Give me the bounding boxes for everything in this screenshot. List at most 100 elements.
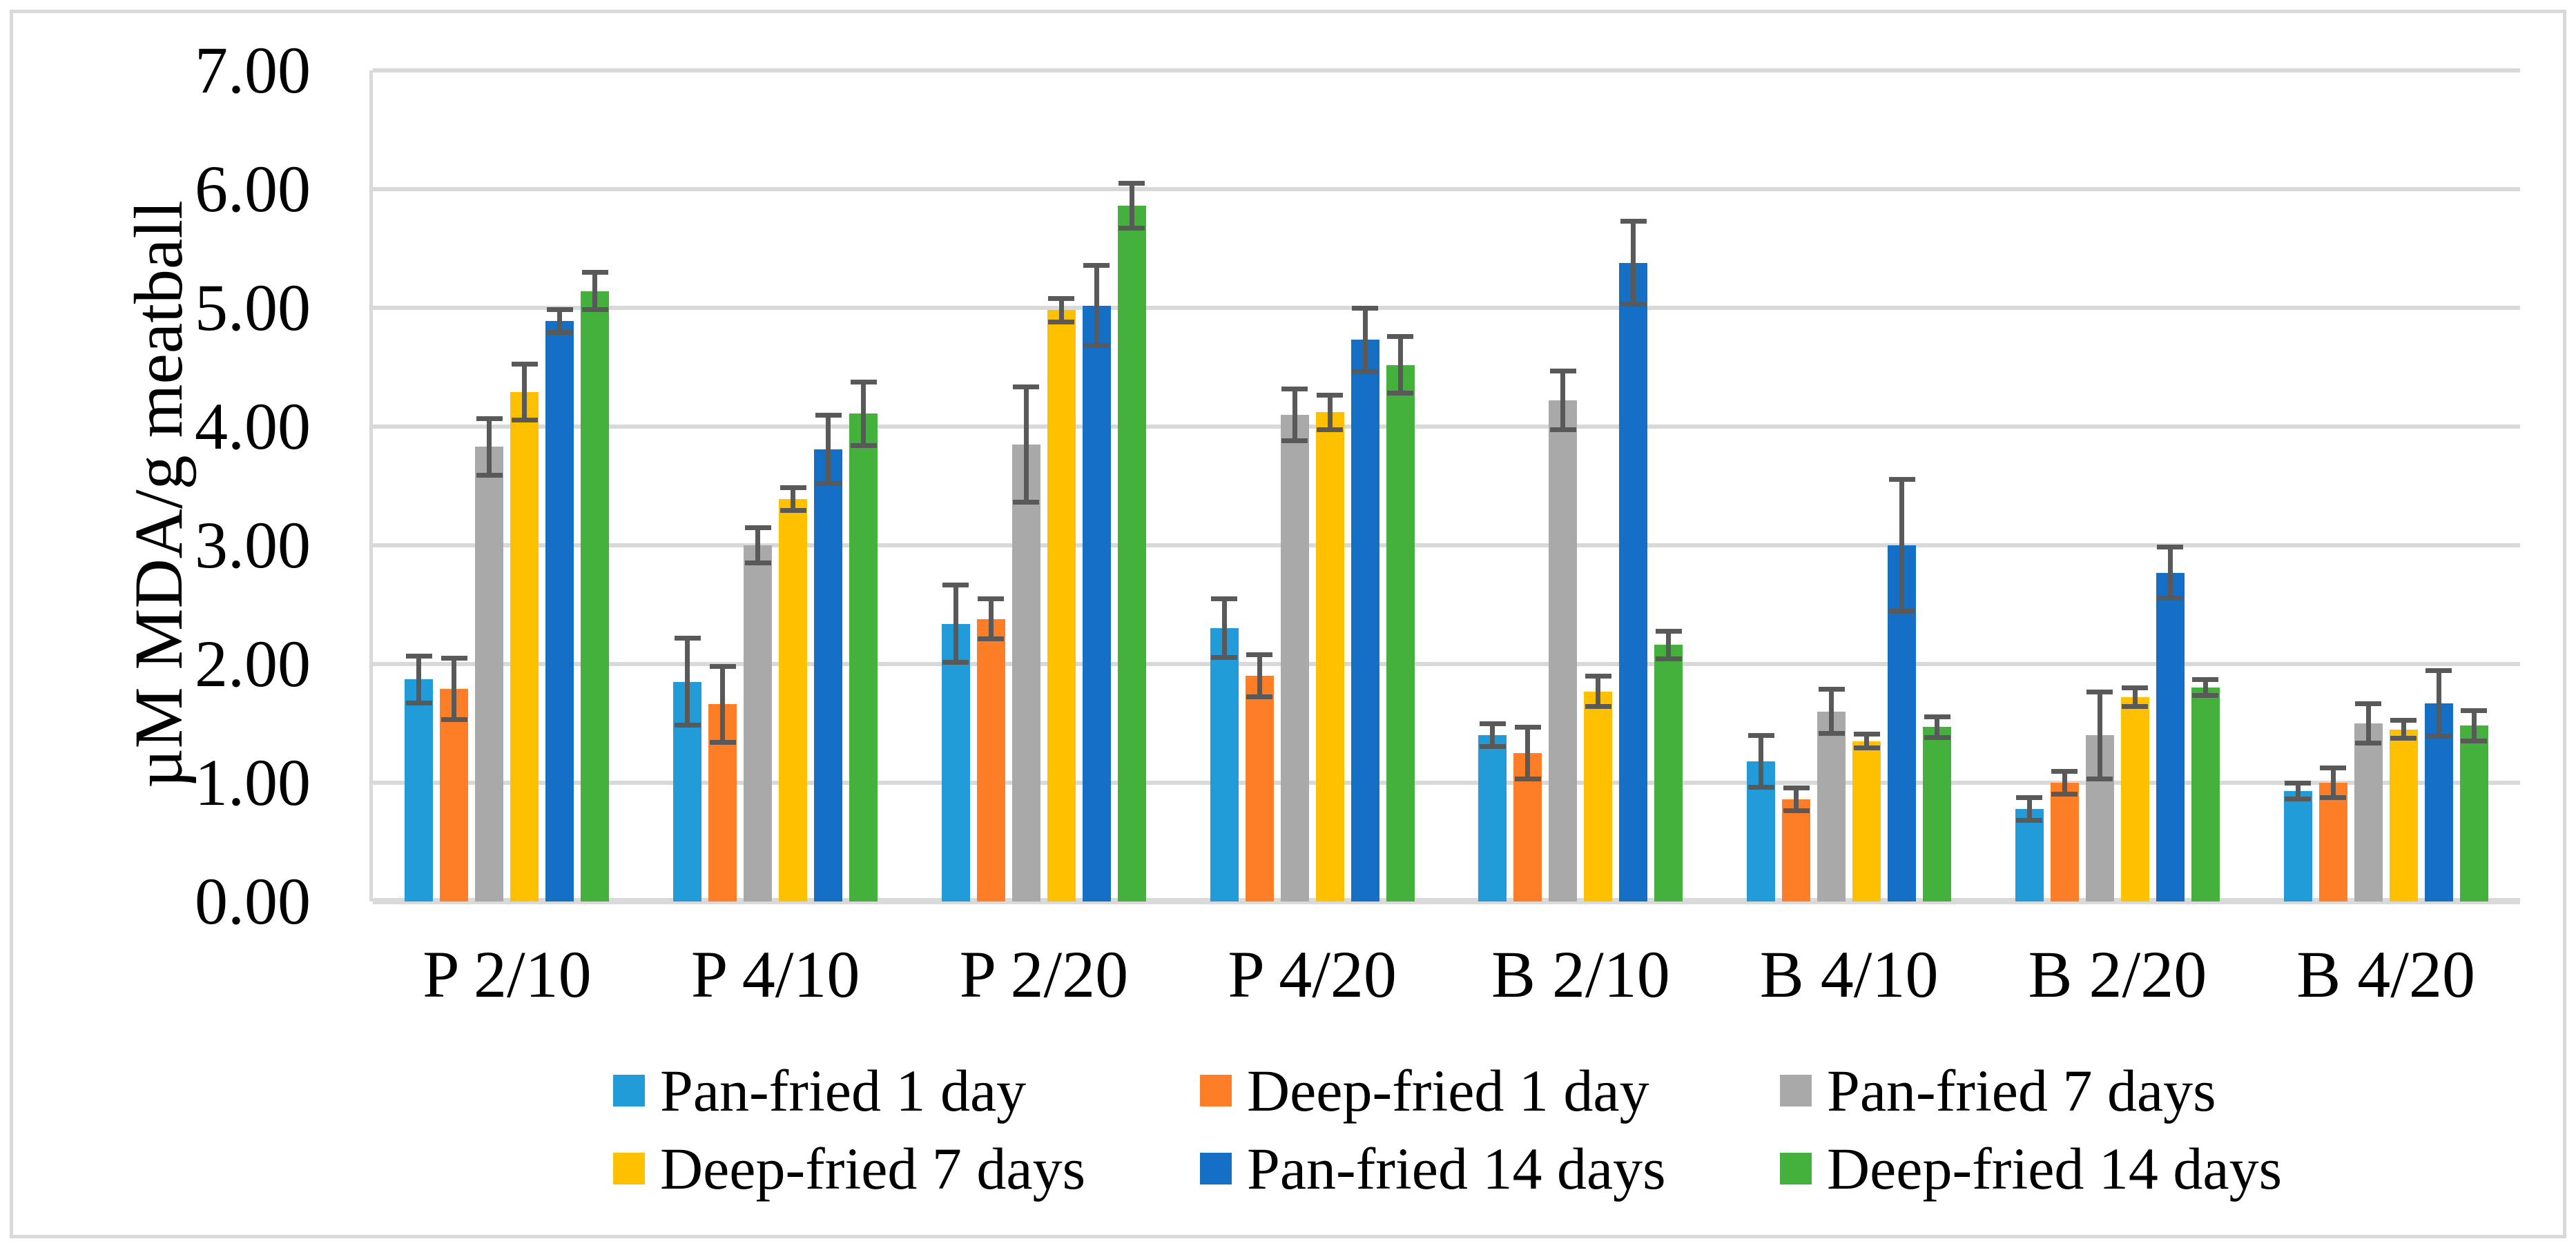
error-bar-cap xyxy=(709,739,736,745)
y-tick-label: 5.00 xyxy=(195,271,311,344)
bar xyxy=(1654,645,1683,901)
bar xyxy=(1549,400,1578,901)
x-axis-baseline xyxy=(373,898,2520,904)
error-bar-cap xyxy=(440,656,467,661)
error-bar-cap xyxy=(476,472,503,478)
error-bar-cap xyxy=(2086,776,2113,781)
x-category-label: B 4/10 xyxy=(1759,937,1939,1011)
bar xyxy=(814,449,843,901)
error-bar-cap xyxy=(978,596,1005,602)
error-bar-cap xyxy=(674,636,701,641)
error-bar xyxy=(1829,689,1834,734)
error-bar xyxy=(1292,388,1297,441)
error-bar-cap xyxy=(440,716,467,722)
error-bar xyxy=(1525,727,1531,779)
bar xyxy=(1117,206,1146,901)
error-bar-cap xyxy=(1387,390,1414,396)
gridline xyxy=(373,543,2520,547)
error-bar-cap xyxy=(1924,714,1950,719)
error-bar-cap xyxy=(1246,652,1273,658)
bar xyxy=(1817,711,1846,901)
error-bar-cap xyxy=(1747,733,1774,739)
error-bar xyxy=(1490,723,1495,748)
error-bar-cap xyxy=(405,653,432,659)
error-bar-cap xyxy=(1818,731,1845,737)
gridline xyxy=(373,425,2520,429)
error-bar-cap xyxy=(850,442,877,448)
error-bar xyxy=(2062,770,2067,795)
error-bar xyxy=(2295,783,2301,800)
legend-label: Pan-fried 7 days xyxy=(1827,1057,2216,1124)
error-bar-cap xyxy=(1585,703,1611,709)
error-bar-cap xyxy=(674,723,701,728)
error-bar xyxy=(2026,797,2032,821)
bar xyxy=(1082,305,1111,901)
error-bar-cap xyxy=(2390,717,2417,723)
error-bar-cap xyxy=(1549,369,1576,374)
error-bar-cap xyxy=(1514,725,1541,730)
legend-swatch xyxy=(1200,1153,1232,1184)
bar xyxy=(1852,741,1881,901)
error-bar xyxy=(1631,221,1636,304)
error-bar-cap xyxy=(546,330,573,335)
error-bar xyxy=(1058,298,1064,322)
bar xyxy=(2318,783,2347,901)
error-bar-cap xyxy=(1013,500,1040,505)
x-category-label: P 4/20 xyxy=(1228,937,1397,1011)
legend-label: Deep-fried 7 days xyxy=(660,1135,1086,1202)
bar xyxy=(1619,262,1648,901)
error-bar-cap xyxy=(1783,808,1810,814)
x-category-label: P 2/10 xyxy=(423,937,592,1011)
bar xyxy=(2354,723,2383,901)
error-bar xyxy=(2471,710,2477,741)
error-bar-cap xyxy=(476,416,503,421)
error-bar xyxy=(1935,716,1940,738)
error-bar-cap xyxy=(1352,369,1379,374)
y-tick-label: 0.00 xyxy=(195,864,311,938)
error-bar-cap xyxy=(1655,628,1682,634)
bar xyxy=(1047,310,1076,901)
error-bar xyxy=(522,363,527,421)
error-bar-cap xyxy=(1281,386,1308,391)
bar xyxy=(976,618,1005,901)
error-bar-cap xyxy=(2016,818,2043,823)
error-bar xyxy=(988,598,994,639)
bar xyxy=(2389,729,2418,901)
legend-swatch xyxy=(1780,1075,1812,1106)
bar xyxy=(1923,727,1952,901)
error-bar xyxy=(1759,735,1764,788)
error-bar-cap xyxy=(1620,301,1647,306)
error-bar xyxy=(2097,691,2102,779)
error-bar-cap xyxy=(2157,596,2184,601)
bar xyxy=(2283,791,2312,901)
error-bar-cap xyxy=(2285,797,2312,802)
bar xyxy=(581,291,610,901)
bar xyxy=(1478,735,1507,901)
error-bar xyxy=(2330,767,2336,799)
x-category-label: B 2/20 xyxy=(2028,937,2207,1011)
error-bar-cap xyxy=(581,307,608,313)
error-bar xyxy=(452,658,457,720)
y-tick-label: 2.00 xyxy=(195,627,311,701)
error-bar-cap xyxy=(709,664,736,670)
error-bar-cap xyxy=(511,361,538,367)
error-bar-cap xyxy=(2461,708,2488,714)
error-bar-cap xyxy=(1352,306,1379,311)
error-bar-cap xyxy=(1387,334,1414,340)
bar xyxy=(1280,414,1309,901)
error-bar-cap xyxy=(2086,689,2113,694)
error-bar xyxy=(791,487,796,511)
error-bar-cap xyxy=(1048,319,1075,324)
bar xyxy=(2050,783,2079,901)
bar xyxy=(1245,676,1274,901)
error-bar-cap xyxy=(1246,694,1273,700)
error-bar-cap xyxy=(1118,225,1145,231)
legend-item: Pan-fried 1 day xyxy=(613,1057,1026,1124)
error-bar-cap xyxy=(511,418,538,423)
y-tick-label: 4.00 xyxy=(195,389,311,463)
legend-label: Pan-fried 1 day xyxy=(660,1057,1027,1124)
x-category-label: P 4/10 xyxy=(690,937,860,1011)
error-bar-cap xyxy=(779,508,806,514)
error-bar xyxy=(1221,598,1227,659)
